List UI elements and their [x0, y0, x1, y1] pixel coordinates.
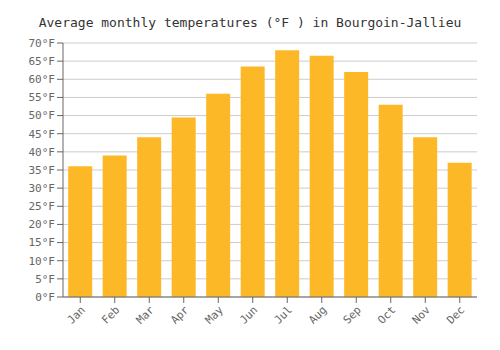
svg-text:40°F: 40°F: [29, 146, 56, 159]
svg-text:May: May: [203, 303, 227, 327]
svg-text:Dec: Dec: [444, 303, 467, 326]
svg-text:Oct: Oct: [375, 303, 398, 326]
svg-text:Apr: Apr: [168, 303, 192, 327]
svg-text:50°F: 50°F: [29, 109, 56, 122]
svg-text:10°F: 10°F: [29, 255, 56, 268]
svg-text:70°F: 70°F: [29, 38, 56, 50]
svg-text:60°F: 60°F: [29, 73, 56, 86]
svg-text:Jul: Jul: [272, 303, 295, 326]
svg-text:Mar: Mar: [134, 303, 158, 327]
svg-text:35°F: 35°F: [29, 164, 56, 177]
svg-text:Sep: Sep: [341, 303, 364, 326]
svg-text:65°F: 65°F: [29, 55, 56, 68]
svg-text:Feb: Feb: [99, 303, 122, 326]
svg-text:45°F: 45°F: [29, 128, 56, 141]
svg-text:0°F: 0°F: [35, 291, 55, 304]
svg-text:Jan: Jan: [65, 303, 88, 326]
svg-text:55°F: 55°F: [29, 91, 56, 104]
svg-text:30°F: 30°F: [29, 182, 56, 195]
svg-text:Nov: Nov: [410, 303, 434, 327]
svg-text:25°F: 25°F: [29, 200, 56, 213]
svg-text:Jun: Jun: [237, 303, 260, 326]
svg-text:20°F: 20°F: [29, 218, 56, 231]
svg-text:15°F: 15°F: [29, 236, 56, 249]
svg-text:Aug: Aug: [306, 303, 329, 326]
html-text:Average monthly temperatures (: Average monthly temperatures (°F ) in Bo…: [38, 15, 462, 30]
svg-text:5°F: 5°F: [35, 273, 55, 286]
